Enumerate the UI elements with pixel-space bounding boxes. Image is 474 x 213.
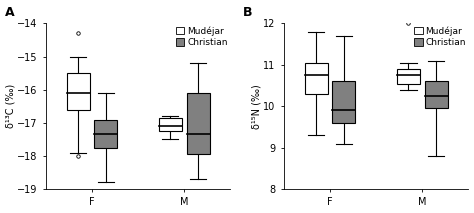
Text: B: B bbox=[243, 6, 253, 19]
Bar bbox=[94, 119, 118, 148]
Bar bbox=[332, 81, 356, 123]
Bar bbox=[159, 118, 182, 131]
Bar bbox=[425, 81, 447, 108]
Bar bbox=[66, 73, 90, 110]
Text: A: A bbox=[5, 6, 15, 19]
Legend: Mudéjar, Christian: Mudéjar, Christian bbox=[413, 25, 466, 48]
Y-axis label: δ¹⁵N (‰): δ¹⁵N (‰) bbox=[252, 84, 262, 129]
Bar bbox=[305, 63, 328, 94]
Bar bbox=[187, 93, 210, 154]
Bar bbox=[397, 69, 420, 83]
Legend: Mudéjar, Christian: Mudéjar, Christian bbox=[175, 25, 228, 48]
Y-axis label: δ¹³C (‰): δ¹³C (‰) bbox=[6, 84, 16, 128]
